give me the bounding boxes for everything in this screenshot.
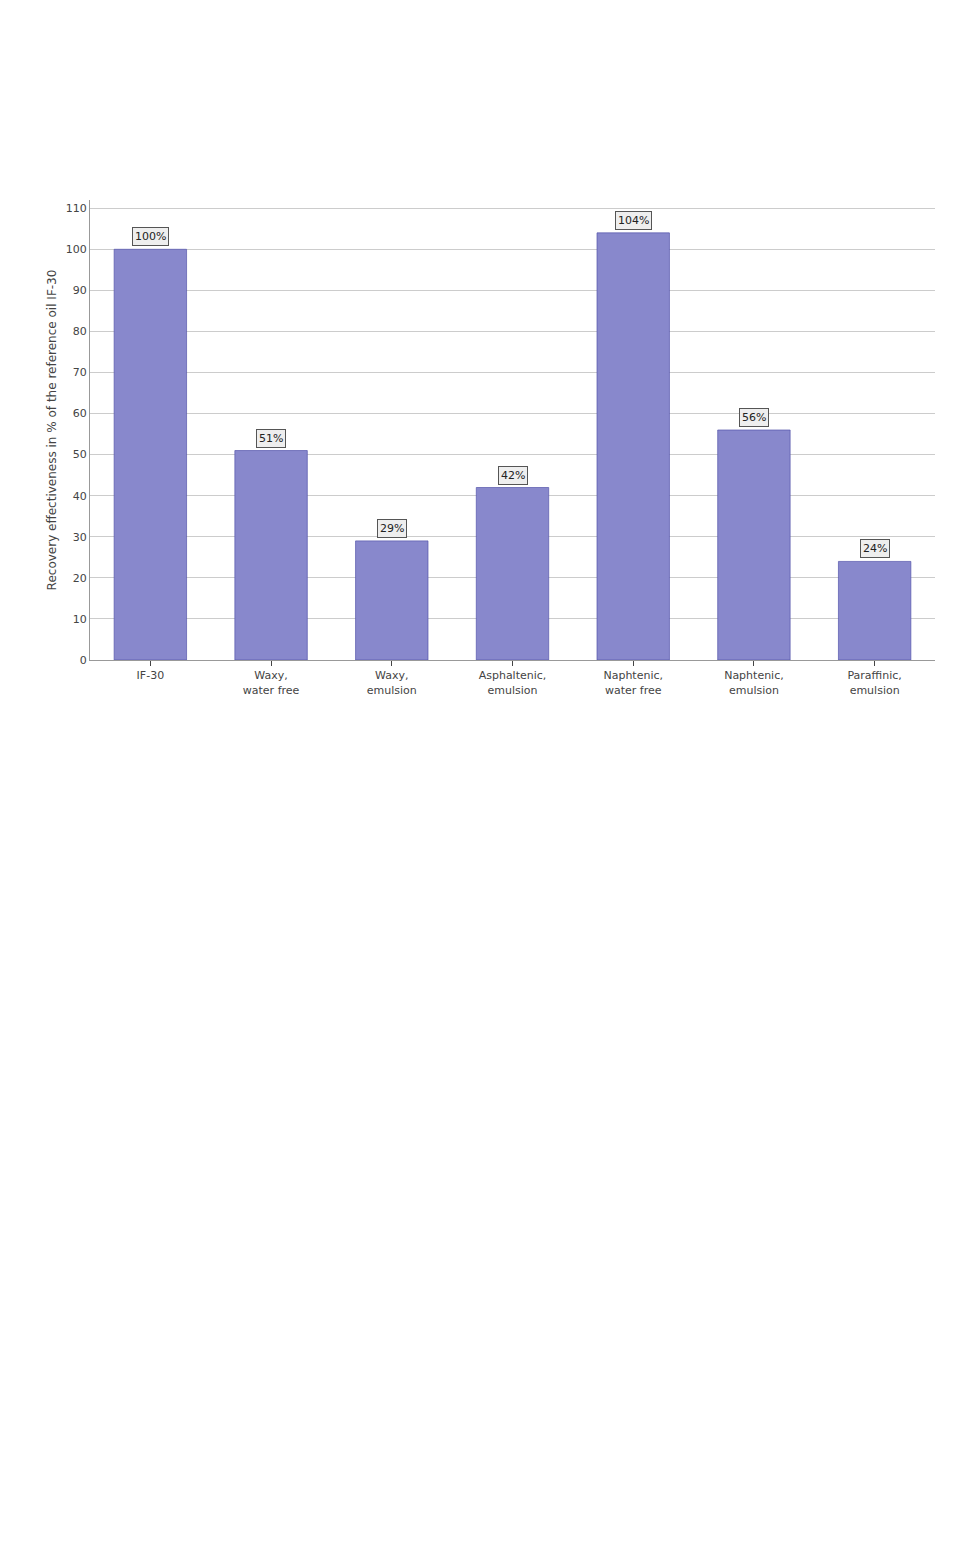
svg-text:56%: 56% <box>742 411 766 424</box>
svg-text:20: 20 <box>73 572 87 585</box>
svg-text:110: 110 <box>66 202 87 215</box>
svg-text:90: 90 <box>73 284 87 297</box>
svg-text:50: 50 <box>73 448 87 461</box>
svg-text:40: 40 <box>73 490 87 503</box>
svg-text:Waxy,water free: Waxy,water free <box>243 669 300 696</box>
svg-text:Waxy,emulsion: Waxy,emulsion <box>367 669 417 696</box>
svg-text:100: 100 <box>66 243 87 256</box>
svg-text:29%: 29% <box>380 522 404 535</box>
svg-text:Naphtenic,water free: Naphtenic,water free <box>603 669 663 696</box>
svg-text:Recovery effectiveness in % of: Recovery effectiveness in % of the refer… <box>45 270 59 591</box>
svg-text:Naphtenic,emulsion: Naphtenic,emulsion <box>724 669 784 696</box>
svg-text:24%: 24% <box>863 542 887 555</box>
svg-text:104%: 104% <box>618 214 649 227</box>
svg-text:80: 80 <box>73 325 87 338</box>
svg-text:0: 0 <box>80 654 87 667</box>
svg-text:42%: 42% <box>501 469 525 482</box>
svg-text:30: 30 <box>73 531 87 544</box>
svg-text:Asphaltenic,emulsion: Asphaltenic,emulsion <box>479 669 547 696</box>
svg-text:10: 10 <box>73 613 87 626</box>
svg-text:51%: 51% <box>259 432 283 445</box>
svg-text:IF-30: IF-30 <box>137 669 165 682</box>
svg-text:Paraffinic,emulsion: Paraffinic,emulsion <box>847 669 901 696</box>
svg-text:100%: 100% <box>135 230 166 243</box>
svg-text:60: 60 <box>73 407 87 420</box>
svg-text:70: 70 <box>73 366 87 379</box>
